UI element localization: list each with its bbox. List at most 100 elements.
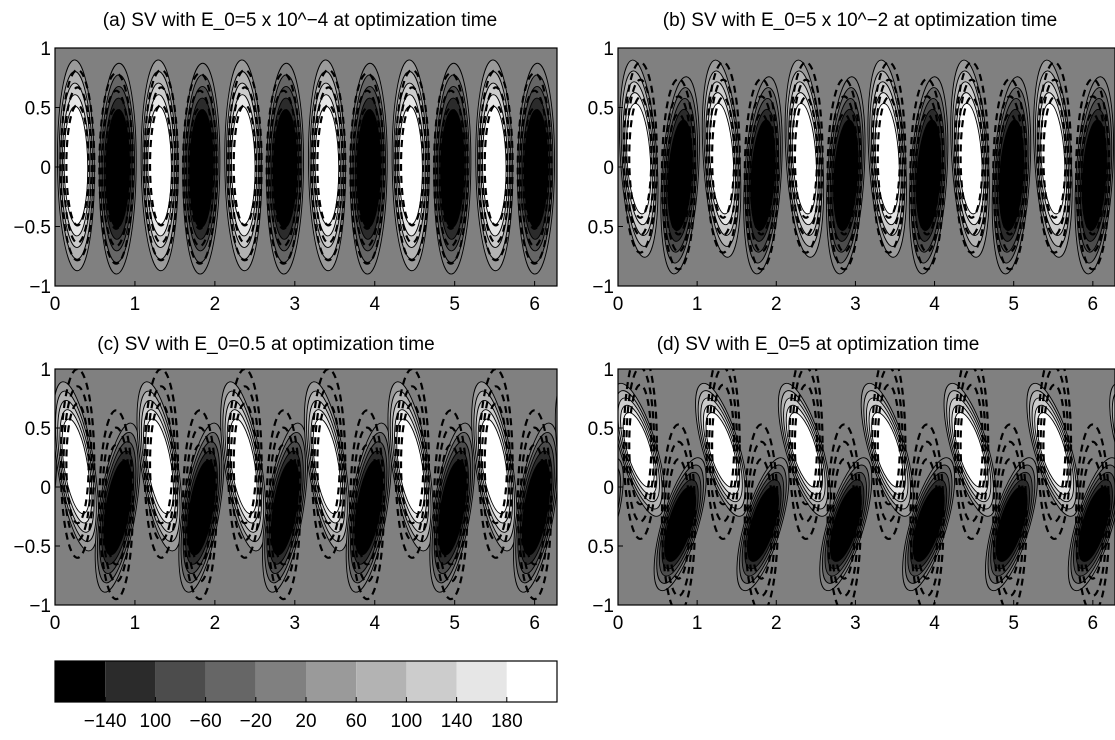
colorbar-swatch (105, 661, 156, 702)
dashed-contour (992, 423, 1028, 605)
y-tick-label: 0 (40, 478, 51, 499)
dashed-contour (663, 440, 694, 598)
panel-b-ticks: 0 1 2 3 4 5 6 1 0.5 0 0.5 −1 (588, 39, 1099, 315)
dashed-contour (829, 95, 860, 253)
dashed-contour (994, 95, 1025, 253)
dashed-contour (829, 440, 860, 598)
dashed-contour (184, 426, 215, 583)
x-tick-label: 3 (850, 294, 861, 315)
x-tick-label: 1 (130, 294, 141, 315)
x-tick-label: 0 (613, 294, 624, 315)
panel-b-title: (b) SV with E_0=5 x 10^−2 at optimizatio… (663, 10, 1057, 31)
x-tick-label: 1 (692, 613, 703, 634)
y-tick-label: −1 (29, 596, 51, 617)
dashed-contour (826, 423, 862, 605)
dashed-contour (997, 457, 1023, 580)
dashed-contour (516, 72, 553, 265)
x-tick-label: 0 (613, 613, 624, 634)
dashed-contour (959, 383, 984, 506)
dashed-contour (432, 72, 469, 265)
y-tick-label: −1 (29, 277, 51, 298)
colorbar-swatch (155, 661, 206, 702)
colorbar-swatch (356, 661, 407, 702)
x-tick-label: 3 (850, 613, 861, 634)
negative-contour (6, 430, 63, 586)
x-tick-label: 4 (369, 613, 380, 634)
dashed-contour (349, 409, 385, 601)
panel-d-ticks: 0 1 2 3 4 5 6 1 0.5 0 0.5 −1 (588, 360, 1099, 634)
dashed-contour (316, 103, 341, 227)
colorbar-label: 100 (391, 711, 423, 732)
dashed-contour (0, 386, 8, 540)
dashed-contour (746, 440, 777, 598)
panel-b-field (618, 48, 1115, 286)
dashed-contour (62, 385, 93, 542)
dashed-contour (397, 385, 428, 542)
dashed-contour (871, 61, 907, 254)
dashed-contour (98, 72, 134, 265)
dashed-contour (432, 409, 469, 601)
positive-contour (0, 71, 10, 259)
positive-contour (0, 379, 24, 554)
dashed-contour (229, 385, 260, 542)
colorbar-swatch (506, 661, 557, 702)
dashed-contour (992, 77, 1028, 271)
dashed-contour (354, 443, 380, 566)
dashed-contour (1042, 96, 1067, 219)
positive-contour (565, 106, 590, 224)
dashed-contour (708, 369, 739, 523)
positive-contour (0, 60, 12, 271)
dashed-contour (519, 426, 550, 583)
x-tick-label: 0 (50, 294, 61, 315)
dashed-contour (227, 369, 263, 559)
colorbar-label: 140 (441, 711, 473, 732)
dashed-contour (65, 402, 90, 525)
dashed-contour (585, 459, 607, 579)
dashed-contour (876, 96, 901, 219)
y-tick-label: 0 (603, 478, 614, 499)
dashed-contour (582, 442, 610, 596)
panel-d-field (579, 369, 1115, 613)
dashed-contour (316, 402, 341, 525)
dashed-contour (435, 426, 466, 583)
dashed-contour (0, 369, 11, 558)
panel-c-field (0, 369, 557, 605)
positive-contour (0, 408, 14, 525)
x-tick-label: 3 (290, 613, 301, 634)
dashed-contour (953, 369, 990, 540)
dashed-contour (914, 112, 940, 236)
dashed-contour (148, 103, 174, 227)
dashed-contour (59, 369, 96, 559)
dashed-contour (663, 95, 694, 253)
colorbar-label: 100 (140, 711, 172, 732)
dashed-contour (912, 95, 942, 253)
dashed-contour (519, 89, 550, 248)
x-tick-label: 2 (210, 613, 221, 634)
positive-contour (0, 106, 5, 224)
y-tick-label: 1 (40, 360, 51, 381)
dashed-contour (953, 61, 990, 254)
panel-d: (d) SV with E_0=5 at optimization time 0… (579, 334, 1115, 634)
dashed-contour (1075, 77, 1111, 271)
dashed-contour (579, 424, 612, 613)
panel-a-ticks: 0 1 2 3 4 5 6 1 0.5 0 −0.5 −1 (13, 39, 539, 315)
dashed-contour (666, 457, 691, 580)
dashed-contour (229, 86, 260, 244)
x-tick-label: 2 (771, 294, 782, 315)
y-tick-label: −1 (592, 277, 614, 298)
x-tick-label: 4 (929, 613, 940, 634)
dashed-contour (349, 72, 385, 265)
dashed-contour (1039, 78, 1070, 237)
colorbar-label: 20 (295, 711, 316, 732)
dashed-contour (1036, 61, 1073, 254)
panel-b: (b) SV with E_0=5 x 10^−2 at optimizatio… (588, 10, 1115, 315)
dashed-contour (746, 95, 777, 253)
panel-c-title: (c) SV with E_0=0.5 at optimization time (97, 334, 434, 355)
dashed-contour (0, 105, 5, 226)
dashed-contour (101, 426, 132, 583)
dashed-contour (705, 61, 741, 254)
dashed-contour (791, 78, 821, 237)
dashed-contour (103, 443, 129, 566)
dashed-contour (1077, 95, 1108, 253)
